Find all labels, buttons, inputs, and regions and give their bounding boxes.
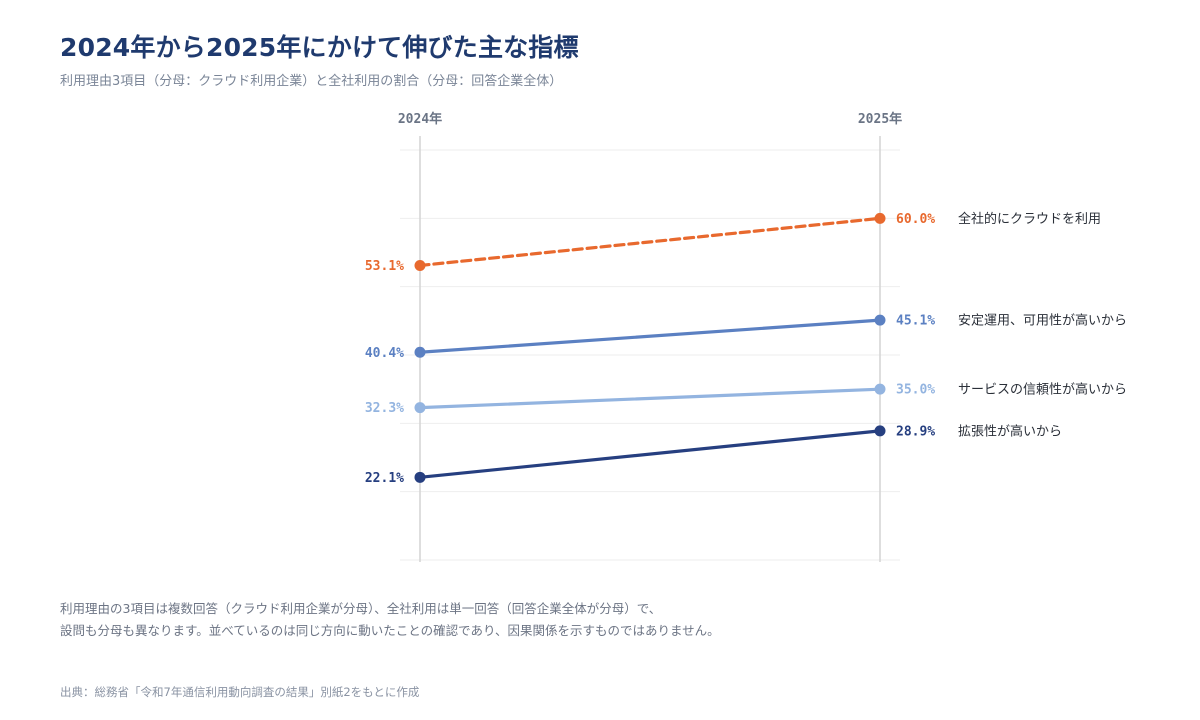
chart-subtitle: 利用理由3項目（分母：クラウド利用企業）と全社利用の割合（分母：回答企業全体） [60,74,563,89]
series-line [418,387,882,410]
data-label: 22.1% [365,471,404,486]
series-line [418,429,882,479]
series-name: 拡張性が高いから [958,423,1062,439]
data-point [414,346,426,358]
data-label: 45.1% [896,314,935,329]
data-label: 40.4% [365,346,404,361]
series-name: 安定運用、可用性が高いから [958,313,1127,329]
series-group: 32.3% 35.0% サービスの信頼性が高いから [365,382,1127,416]
data-label: 60.0% [896,212,935,227]
x-tick-label: 2024年 [398,111,442,127]
data-label: 32.3% [365,401,404,416]
series-group: 53.1% 60.0% 全社的にクラウドを利用 [365,211,1101,274]
source-note: 出典：総務省「令和7年通信利用動向調査の結果」別紙2をもとに作成 [60,685,420,699]
data-label: 35.0% [896,383,935,398]
data-point [874,425,886,437]
series-name: サービスの信頼性が高いから [958,382,1127,398]
data-point [874,383,886,395]
data-label: 53.1% [365,259,404,274]
series-line [418,216,882,268]
data-point [414,471,426,483]
data-label: 28.9% [896,424,935,439]
series-group: 40.4% 45.1% 安定運用、可用性が高いから [365,313,1127,361]
gridlines [400,149,900,561]
x-tick-label: 2025年 [858,111,902,127]
series-line [418,318,882,354]
series: 53.1% 60.0% 全社的にクラウドを利用 40.4% 45.1% 安定運用、可用性が… [365,211,1127,486]
footnote-line: 利用理由の3項目は複数回答（クラウド利用企業が分母）、全社利用は単一回答（回答企… [60,601,662,616]
data-point [874,212,886,224]
series-group: 22.1% 28.9% 拡張性が高いから [365,423,1062,485]
data-point [414,402,426,414]
data-point [874,314,886,326]
footnote-line: 設問も分母も異なります。並べているのは同じ方向に動いたことの確認であり、因果関係… [60,623,720,638]
chart-title: 2024年から2025年にかけて伸びた主な指標 [60,33,579,62]
footnote: 利用理由の3項目は複数回答（クラウド利用企業が分母）、全社利用は単一回答（回答企… [60,598,720,642]
data-point [414,259,426,271]
series-name: 全社的にクラウドを利用 [958,211,1101,227]
